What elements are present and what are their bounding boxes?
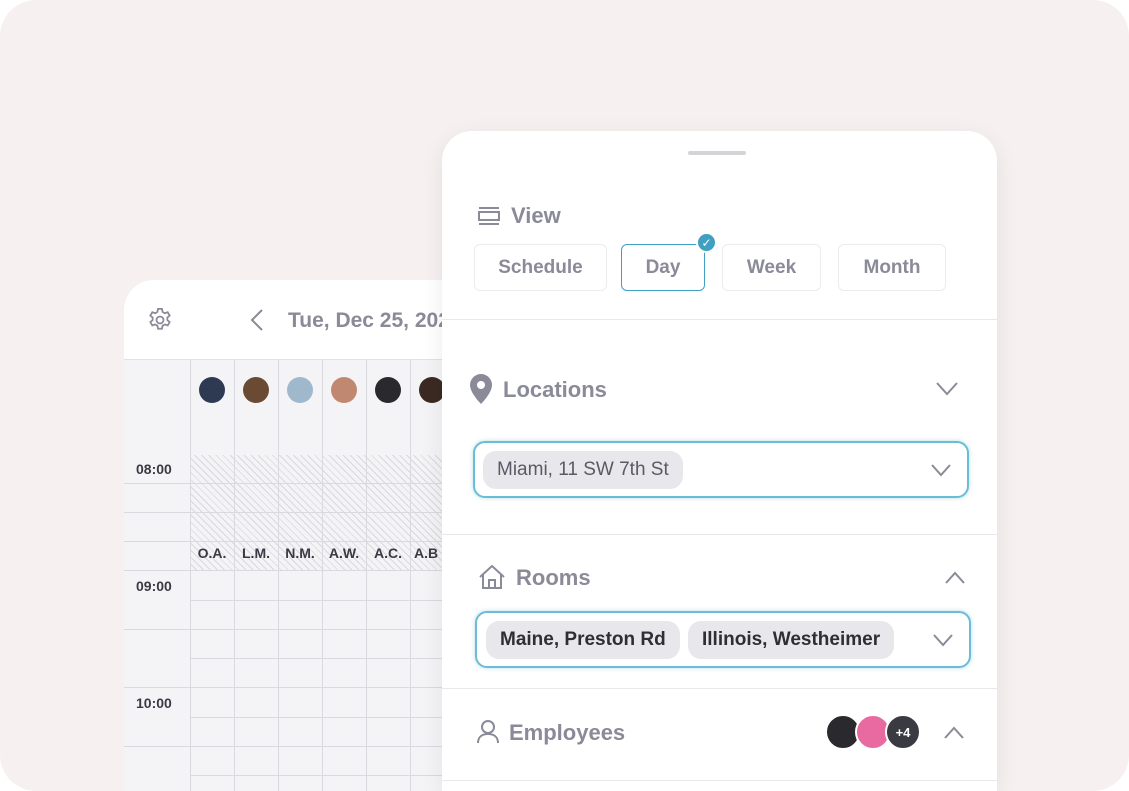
previous-day-icon[interactable] [250, 308, 264, 332]
divider [442, 688, 997, 689]
employee-avatar[interactable] [243, 377, 269, 403]
grid-line [278, 360, 279, 791]
employee-avatar[interactable] [331, 377, 357, 403]
location-pin-icon [470, 374, 492, 404]
grid-line [124, 629, 454, 630]
view-week-button[interactable]: Week [722, 244, 821, 291]
divider [442, 319, 997, 320]
chevron-up-icon[interactable] [945, 571, 965, 584]
time-label: 08:00 [136, 461, 172, 477]
grid-line [124, 541, 454, 542]
grid-line [124, 512, 454, 513]
employee-avatar[interactable] [375, 377, 401, 403]
calendar-header: Tue, Dec 25, 202 [124, 280, 454, 360]
grid-line [124, 483, 454, 484]
employee-avatar[interactable] [287, 377, 313, 403]
view-schedule-button[interactable]: Schedule [474, 244, 607, 291]
chevron-down-icon[interactable] [933, 634, 953, 647]
drag-handle[interactable] [688, 151, 746, 155]
grid-line [322, 360, 323, 791]
view-day-button[interactable]: Day [621, 244, 705, 291]
grid-line [190, 658, 454, 659]
employee-initials: O.A. [197, 545, 227, 561]
grid-line [124, 746, 454, 747]
rooms-title: Rooms [516, 565, 591, 590]
room-chip[interactable]: Maine, Preston Rd [486, 621, 680, 659]
grid-line [366, 360, 367, 791]
grid-line [190, 717, 454, 718]
location-chip[interactable]: Miami, 11 SW 7th St [483, 451, 683, 489]
employees-title: Employees [509, 720, 626, 745]
locations-select[interactable]: Miami, 11 SW 7th St [473, 441, 969, 498]
divider [442, 780, 997, 781]
grid-line [124, 687, 454, 688]
employee-avatar[interactable] [419, 377, 445, 403]
grid-line [190, 775, 454, 776]
current-date: Tue, Dec 25, 202 [288, 309, 450, 332]
employee-initials: A.C. [374, 545, 402, 561]
grid-line [234, 360, 235, 791]
chevron-up-icon[interactable] [944, 726, 964, 739]
time-label: 09:00 [136, 578, 172, 594]
more-employees-badge[interactable]: +4 [885, 714, 921, 750]
home-icon [479, 565, 505, 589]
employee-initials: L.M. [242, 545, 270, 561]
chevron-down-icon[interactable] [931, 464, 951, 477]
rooms-select[interactable]: Maine, Preston Rd Illinois, Westheimer [475, 611, 971, 668]
grid-line [190, 360, 191, 791]
grid-line [124, 570, 454, 571]
locations-title: Locations [503, 377, 607, 402]
time-label: 10:00 [136, 695, 172, 711]
check-icon: ✓ [696, 232, 717, 253]
filter-panel: View Schedule Day ✓ Week Month Locations… [442, 131, 997, 791]
gear-icon[interactable] [146, 306, 174, 334]
employee-initials: A.B [414, 545, 439, 561]
day-calendar: Tue, Dec 25, 202 08:00 09:00 10:00 O.A. … [124, 280, 454, 791]
room-chip[interactable]: Illinois, Westheimer [688, 621, 895, 659]
employee-initials: A.W. [328, 545, 360, 561]
chevron-down-icon[interactable] [936, 382, 958, 396]
view-month-button[interactable]: Month [838, 244, 946, 291]
divider [442, 534, 997, 535]
grid-line [410, 360, 411, 791]
employee-initials: N.M. [285, 545, 315, 561]
grid-line [190, 600, 454, 601]
employee-avatar[interactable] [199, 377, 225, 403]
user-icon [477, 720, 499, 744]
view-icon [478, 207, 500, 225]
view-title: View [511, 203, 561, 228]
